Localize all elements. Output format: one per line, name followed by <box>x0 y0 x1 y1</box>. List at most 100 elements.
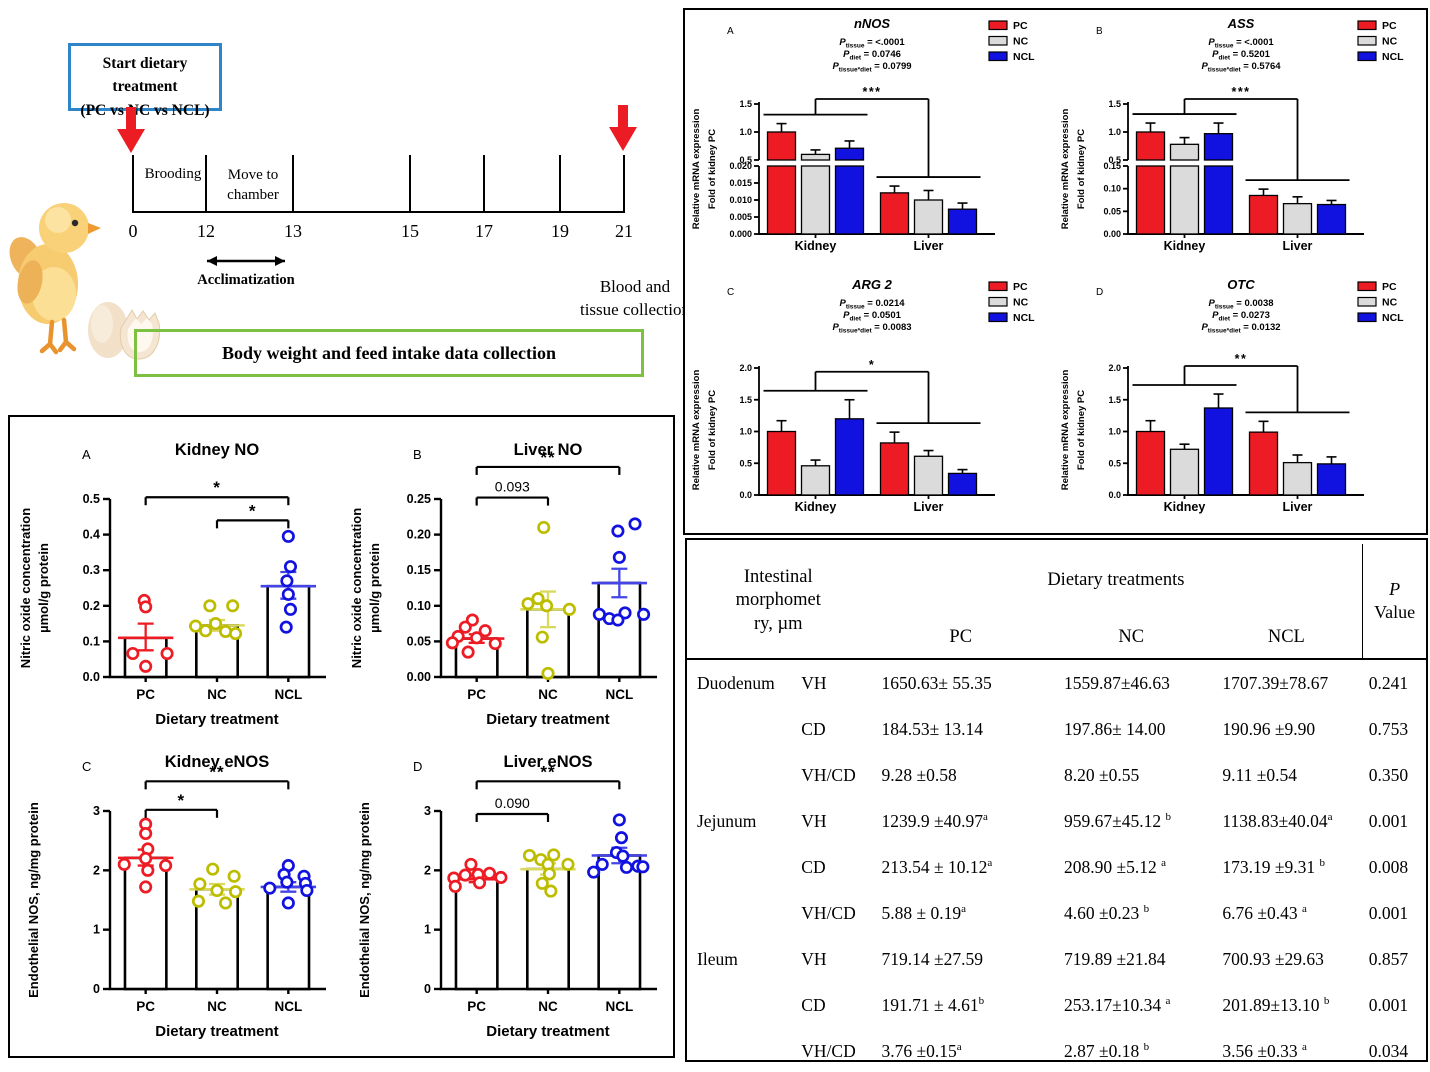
category-label: NCL <box>274 687 302 702</box>
cell-p-value: 0.857 <box>1368 948 1409 969</box>
legend-label: NCL <box>1382 312 1404 324</box>
table-row: Ileum VH 719.14 ±27.59 719.89 ±21.84 700.93 … <box>687 936 1426 982</box>
y-tick-label: 2.0 <box>739 363 752 373</box>
y-axis-label: µmol/g protein <box>367 543 382 633</box>
cell-ncl-value: 3.56 ±0.33 a <box>1210 1028 1363 1072</box>
chick-beak <box>88 223 101 234</box>
group-PC <box>447 857 508 991</box>
table-row: CD 184.53± 13.14 197.86± 14.00 190.96 ±9.90… <box>687 706 1426 752</box>
y-axis-label: Relative mRNA expression <box>1060 109 1071 230</box>
cell-nc-value: 959.67±45.12 b <box>1063 810 1171 831</box>
cell-region <box>687 982 799 1028</box>
legend-swatch-NCL <box>1357 51 1377 62</box>
data-point <box>612 550 626 564</box>
legend-label: NC <box>1013 36 1029 48</box>
p-value-line: Ptissue = <.0001 <box>839 37 905 50</box>
data-point <box>537 520 551 535</box>
y-tick-label: 0.0 <box>1108 490 1121 500</box>
timeline-tick-day-12 <box>205 155 207 213</box>
chart-title: Kidney NO <box>175 441 260 459</box>
mean-bar <box>454 637 499 679</box>
cell-region <box>687 844 799 890</box>
legend-swatch-NC <box>1357 35 1377 46</box>
scatter-chart-kidney_enos: C Kidney eNOS Endothelial NOS, ng/mg prote… <box>26 753 326 1040</box>
error-bar <box>1326 199 1337 205</box>
table-header-morphometry: Intestinal morphomet ry, µm <box>687 544 870 660</box>
data-point <box>226 599 240 613</box>
bar-PC-Liver <box>879 431 910 496</box>
y-tick-label: 0 <box>93 982 100 996</box>
group-PC <box>117 817 174 991</box>
cell-region: Jejunum <box>697 810 757 831</box>
cell-ncl-value: 9.11 ±0.54 <box>1222 764 1297 785</box>
data-point <box>540 599 554 613</box>
cell-pc-value: 1239.9 ±40.97a <box>881 810 988 831</box>
legend-label: PC <box>1013 20 1028 32</box>
red-arrow-day21-icon <box>609 105 637 151</box>
scatter-chart-liver_no: B Liver NO Nitric oxide concentration µmol/… <box>349 441 657 728</box>
blood-collection-label: Blood and tissue collection <box>579 277 690 319</box>
significance-bracket <box>475 780 621 790</box>
cell-measure: VH <box>801 948 827 969</box>
data-point <box>482 866 497 880</box>
error-bar <box>810 149 821 155</box>
error-bar <box>776 419 787 432</box>
data-point <box>522 848 537 863</box>
category-label: NCL <box>274 999 302 1014</box>
bar-NC-Liver <box>1282 196 1313 235</box>
data-point <box>279 620 293 634</box>
error-bar <box>1179 136 1190 145</box>
data-point <box>126 646 140 661</box>
x-axis-label: Dietary treatment <box>155 1023 278 1040</box>
significance-bracket <box>144 496 290 506</box>
data-point <box>263 881 277 895</box>
significance-bracket <box>763 370 981 425</box>
significance-bracket <box>763 98 981 178</box>
chart-title: nNOS <box>854 16 890 31</box>
cell-nc-value: 208.90 ±5.12 a <box>1063 856 1166 877</box>
y-tick-label: 0.015 <box>729 178 752 188</box>
y-tick-label: 0.5 <box>83 492 100 506</box>
cell-pc-value: 9.28 ±0.58 <box>881 764 957 785</box>
data-point <box>283 602 298 616</box>
x-axis-label: Dietary treatment <box>486 1023 609 1040</box>
data-point <box>219 896 233 910</box>
y-axis-label: Fold of kidney PC <box>707 390 718 470</box>
error-bar <box>1292 454 1303 463</box>
p-value-line: Ptissue*diet = 0.5764 <box>1201 61 1281 74</box>
error-bar <box>810 459 821 466</box>
y-tick-label: 0.15 <box>407 563 431 577</box>
error-bar <box>923 189 934 200</box>
data-point <box>448 879 462 893</box>
cell-p-value: 0.241 <box>1368 672 1409 693</box>
y-axis-label: Fold of kidney PC <box>1076 390 1087 470</box>
data-point <box>117 857 131 871</box>
phase-label-brooding: Brooding <box>144 166 202 182</box>
error-bar <box>1145 419 1156 432</box>
y-tick-label: 0.00 <box>1103 229 1121 239</box>
p-value-line: Pdiet = 0.5201 <box>1212 49 1271 62</box>
legend-swatch-NC <box>1357 296 1377 307</box>
data-point <box>470 631 484 645</box>
y-tick-label: 1.0 <box>739 427 752 437</box>
category-label: NCL <box>605 687 633 702</box>
significance-label: 0.093 <box>495 479 530 495</box>
bar-NC-Kidney <box>1169 136 1200 235</box>
group-NC <box>189 862 245 991</box>
error-bar <box>1145 122 1156 132</box>
chart-title: Kidney eNOS <box>165 753 270 771</box>
data-point <box>472 876 487 890</box>
chart-title: Liver NO <box>514 441 583 459</box>
cell-measure: VH/CD <box>801 902 856 923</box>
legend-label: NC <box>1013 297 1029 309</box>
legend: PC NC NCL <box>1357 281 1404 324</box>
data-point <box>494 870 508 885</box>
panel-letter: D <box>413 759 422 774</box>
x-axis-label: Dietary treatment <box>486 711 609 728</box>
mean-bar <box>123 856 168 991</box>
category-label: Kidney <box>1164 500 1206 514</box>
legend-label: NCL <box>1382 51 1404 63</box>
chart-title: Liver eNOS <box>504 753 593 771</box>
